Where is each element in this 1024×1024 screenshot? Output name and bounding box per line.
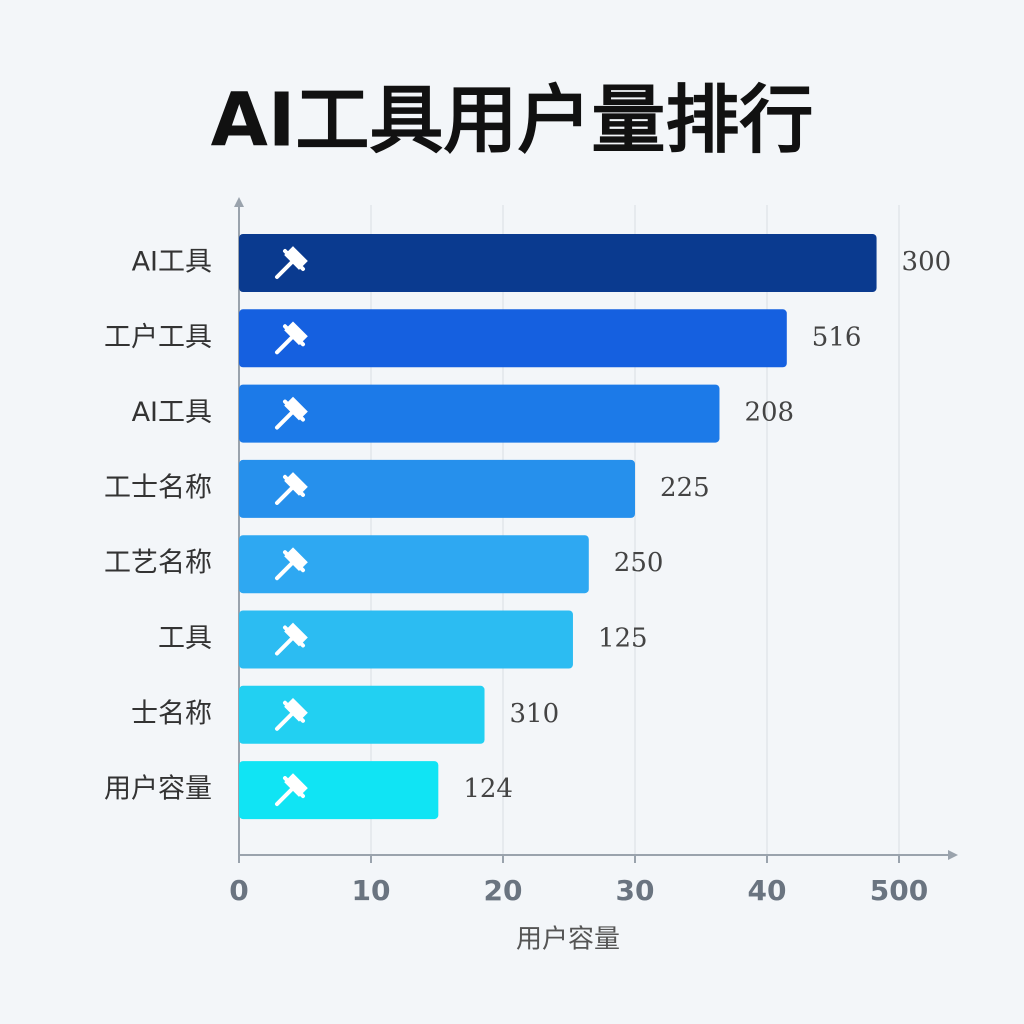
y-tick-label: 工士名称 [104,472,212,503]
bar-icon [275,246,308,279]
value-label: 125 [598,624,648,654]
y-tick-label: 工艺名称 [104,548,212,579]
icon-shape [275,697,308,731]
y-tick-label: 工具 [158,623,212,654]
chart-title: AI工具用户量排行 [211,78,814,164]
x-tick-label: 30 [616,874,655,907]
icon-shape [275,321,308,355]
icon-shape [275,246,308,279]
bar [239,685,485,744]
value-label: 516 [812,322,862,352]
y-tick-label: 士名称 [131,698,212,729]
icon-shape [275,622,308,656]
x-tick-label: 40 [748,874,787,907]
x-axis-arrow [948,850,958,860]
bar-icon [275,697,308,731]
bar-icon [275,396,308,430]
bar-icon [275,622,308,656]
value-label: 300 [902,247,952,277]
bar [239,535,589,594]
value-label: 310 [510,699,560,729]
x-tick-label: 500 [870,874,928,907]
bar-icon [275,773,308,807]
x-axis-label: 用户容量 [516,925,620,955]
value-label: 225 [660,473,710,503]
bar [239,459,635,518]
icon-shape [275,396,308,430]
bar-icon [275,547,308,581]
bar [239,234,877,292]
icon-shape [275,773,308,807]
y-tick-label: 用户容量 [104,774,212,805]
x-tick-label: 10 [352,874,391,907]
bar-icon [275,472,308,505]
bar [239,761,439,820]
bar [239,384,720,443]
value-label: 250 [614,548,664,578]
bar-icon [275,321,308,355]
bar [239,309,787,368]
bar [239,610,573,669]
value-label: 124 [463,774,513,804]
y-tick-label: 工户工具 [104,322,212,353]
y-tick-label: AI工具 [132,397,212,428]
x-tick-label: 20 [484,874,523,907]
y-axis-arrow [234,197,244,207]
value-label: 208 [744,398,794,428]
icon-shape [275,547,308,581]
icon-shape [275,472,308,505]
y-tick-label: AI工具 [132,247,212,278]
x-tick-label: 0 [229,874,248,907]
